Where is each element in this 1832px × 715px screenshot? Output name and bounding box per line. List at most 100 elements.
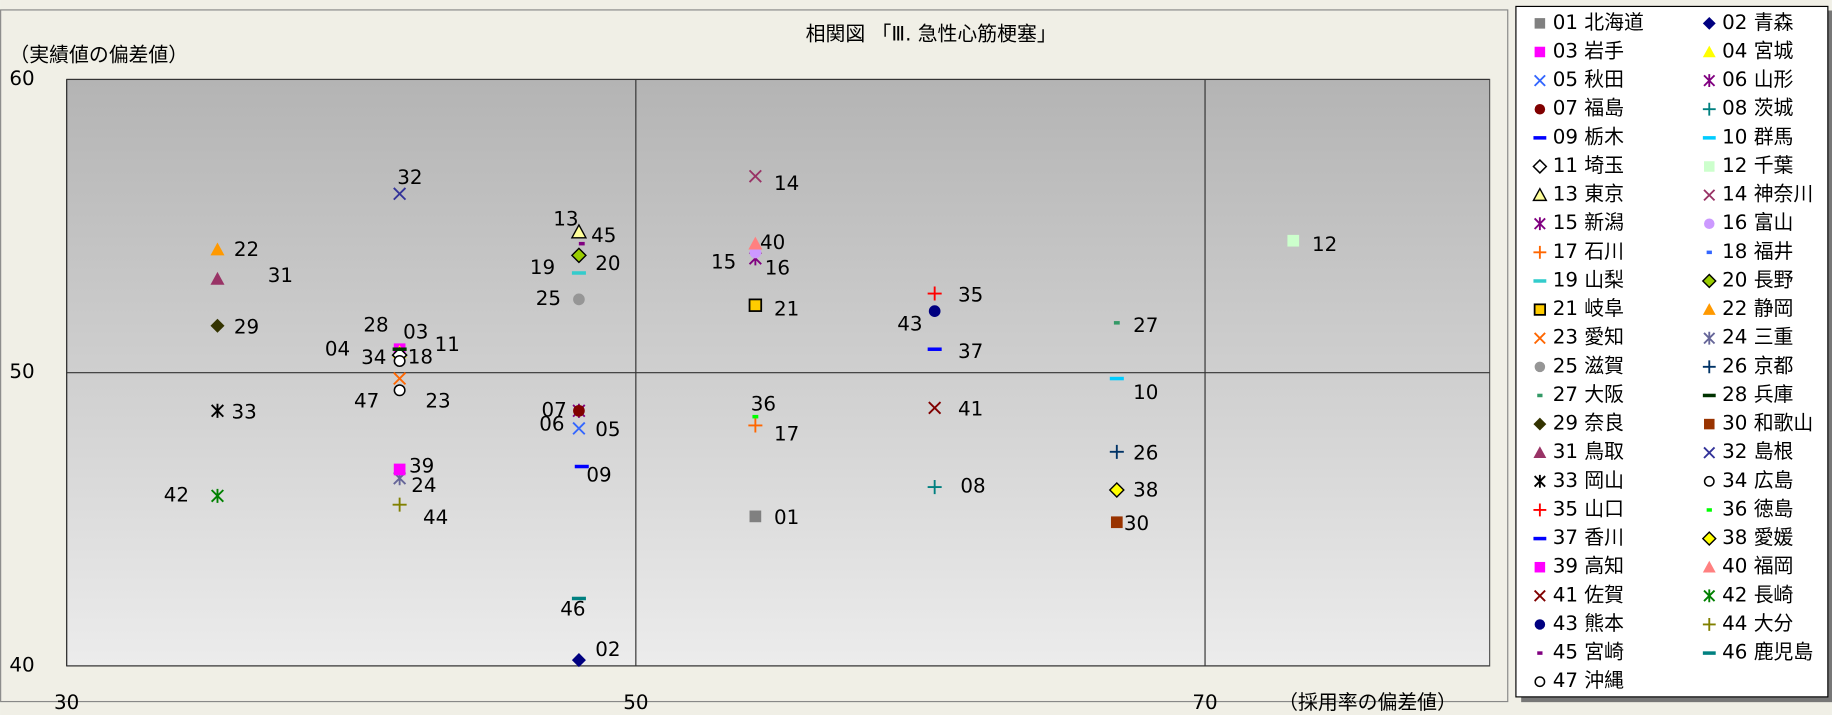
point-label: 34 <box>361 346 386 369</box>
marker-shape <box>928 305 941 317</box>
point-label: 32 <box>397 166 422 189</box>
marker-shape <box>1703 475 1715 487</box>
point <box>1108 481 1125 498</box>
marker-shape <box>927 347 942 351</box>
marker-shape <box>1534 361 1546 373</box>
legend-label: 28 兵庫 <box>1722 383 1793 406</box>
point-label: 35 <box>958 283 983 306</box>
point <box>1109 376 1124 381</box>
marker-shape <box>1704 418 1715 430</box>
point-label: 13 <box>553 208 578 231</box>
legend-label: 33 岡山 <box>1553 469 1624 492</box>
legend-label: 14 神奈川 <box>1722 183 1813 206</box>
legend-marker <box>1533 417 1547 431</box>
point-label: 39 <box>409 455 434 478</box>
legend-label: 20 長野 <box>1722 268 1793 291</box>
marker-shape <box>1533 217 1546 231</box>
marker-shape <box>1109 444 1124 459</box>
point <box>393 384 406 397</box>
legend-label: 38 愛媛 <box>1722 526 1793 549</box>
marker-shape <box>574 464 589 469</box>
point <box>928 305 941 317</box>
legend-label: 07 福島 <box>1553 97 1624 120</box>
marker-shape <box>210 242 225 256</box>
legend-label: 12 千葉 <box>1722 154 1793 177</box>
x-axis-label: （採用率の偏差値） <box>1278 691 1457 714</box>
legend-label: 44 大分 <box>1722 612 1793 635</box>
marker-shape <box>1703 589 1716 603</box>
x-tick-label: 50 <box>623 691 648 714</box>
point-label: 23 <box>425 389 450 412</box>
legend-label: 16 富山 <box>1722 211 1793 234</box>
point-label: 11 <box>435 333 460 356</box>
marker-shape <box>393 463 406 476</box>
legend-label: 31 鳥取 <box>1553 440 1624 463</box>
point-label: 40 <box>760 231 785 254</box>
legend-marker <box>1702 360 1716 374</box>
point-label: 42 <box>164 483 189 506</box>
legend-label: 25 滋賀 <box>1553 354 1624 377</box>
point <box>928 401 942 415</box>
chart-border <box>0 9 1509 703</box>
point <box>570 247 587 264</box>
marker-shape <box>1702 360 1716 374</box>
legend-marker <box>1533 503 1547 517</box>
marker-shape <box>571 596 586 601</box>
legend-marker <box>1703 189 1716 202</box>
point-label: 16 <box>765 256 790 279</box>
legend-marker <box>1537 393 1543 398</box>
point-label: 47 <box>354 389 379 412</box>
marker-shape <box>210 318 225 333</box>
point-label: 41 <box>958 398 983 421</box>
point <box>392 347 407 351</box>
legend-marker <box>1702 136 1716 140</box>
point <box>748 169 762 183</box>
point-label: 17 <box>774 422 799 445</box>
legend-label: 32 島根 <box>1722 440 1793 463</box>
marker-shape <box>1533 74 1546 87</box>
marker-shape <box>1703 446 1716 459</box>
point <box>752 414 759 419</box>
point <box>393 354 406 367</box>
legend-label: 17 石川 <box>1553 240 1624 263</box>
point-label: 25 <box>536 287 561 310</box>
marker-shape <box>210 488 224 503</box>
legend-label: 40 福岡 <box>1722 555 1793 578</box>
point-label: 38 <box>1133 479 1158 502</box>
marker-shape <box>1113 321 1120 325</box>
point <box>210 403 224 418</box>
point <box>574 464 589 469</box>
legend-label: 23 愛知 <box>1553 326 1624 349</box>
legend-label: 03 岩手 <box>1553 39 1624 62</box>
marker-shape <box>1534 676 1546 688</box>
point-label: 44 <box>423 506 448 529</box>
point <box>393 187 407 201</box>
marker-shape <box>1702 560 1716 573</box>
marker-shape <box>1533 245 1547 259</box>
point <box>571 653 586 668</box>
marker-shape <box>1533 303 1547 316</box>
legend-marker <box>1533 136 1547 140</box>
marker-shape <box>1533 136 1547 140</box>
point-label: 18 <box>408 346 433 369</box>
legend-label: 30 和歌山 <box>1722 412 1813 435</box>
legend-marker <box>1703 446 1716 459</box>
point <box>572 421 586 435</box>
point <box>578 241 585 246</box>
legend-marker <box>1533 589 1546 602</box>
marker-shape <box>1533 589 1546 602</box>
marker-shape <box>1702 651 1716 655</box>
legend-marker <box>1533 74 1546 87</box>
legend-label: 18 福井 <box>1722 240 1793 263</box>
point-label: 06 <box>539 412 564 435</box>
legend-label: 35 山口 <box>1553 497 1624 520</box>
legend-marker <box>1702 45 1716 58</box>
y-tick-label: 40 <box>9 653 34 676</box>
marker-shape <box>749 510 762 523</box>
legend-marker <box>1533 217 1546 231</box>
marker-shape <box>1533 279 1547 283</box>
legend-marker <box>1702 102 1716 116</box>
x-tick-label: 30 <box>54 691 79 714</box>
legend-marker <box>1704 418 1715 430</box>
marker-shape <box>570 223 588 239</box>
